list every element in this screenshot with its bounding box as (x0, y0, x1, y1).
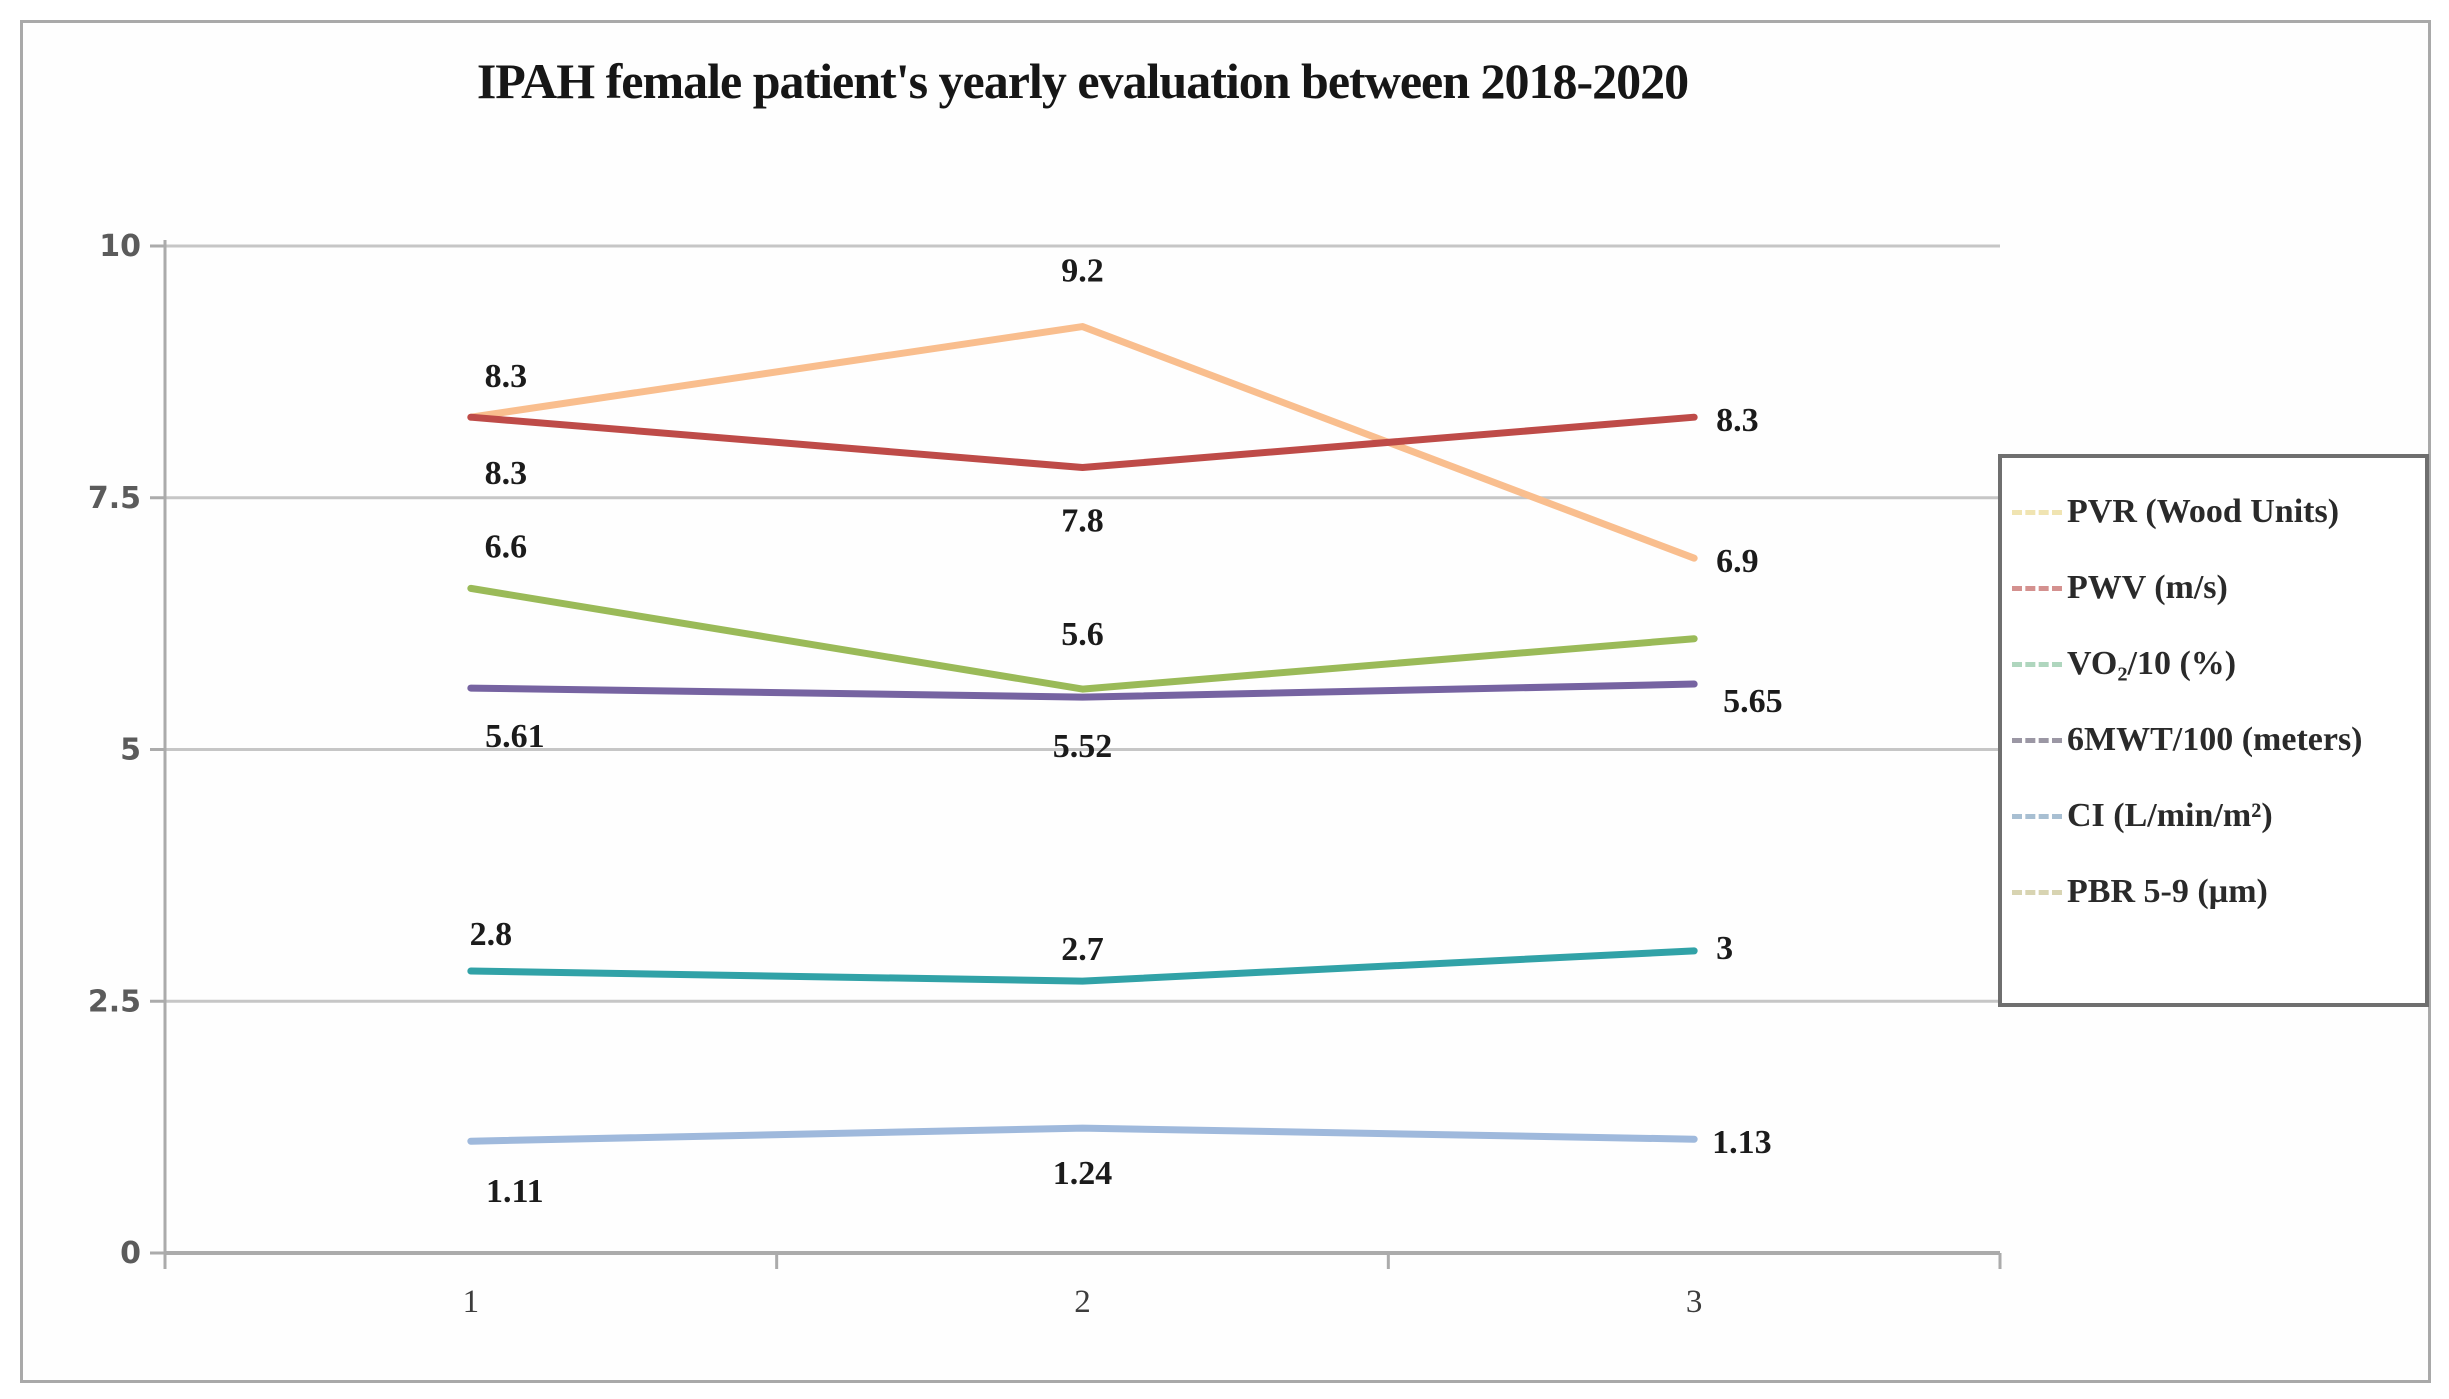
y-axis-tick-label: 5 (120, 733, 141, 768)
data-point-label: 6.9 (1716, 543, 1759, 580)
series-line (467, 584, 1698, 693)
data-point-label: 8.3 (485, 455, 528, 492)
legend-item: CI (L/min/m²) (2002, 778, 2425, 854)
x-axis-category-label: 1 (463, 1284, 480, 1320)
legend-series-dash-icon (2012, 661, 2062, 667)
series-line (467, 413, 1698, 472)
y-axis-tick-label: 10 (99, 229, 141, 264)
x-axis-category-label: 3 (1686, 1284, 1703, 1320)
legend-series-dash-icon (2012, 889, 2062, 895)
legend-label: PWV (m/s) (2067, 569, 2228, 606)
data-point-label: 8.3 (485, 358, 528, 395)
data-point-label: 5.65 (1723, 683, 1783, 720)
data-point-label: 3 (1716, 930, 1733, 967)
data-point-label: 6.6 (485, 528, 528, 565)
legend-item: PBR 5-9 (µm) (2002, 854, 2425, 930)
series-line (467, 1124, 1698, 1145)
x-axis-category-label: 2 (1074, 1284, 1091, 1320)
data-point-label: 5.52 (1053, 728, 1113, 765)
data-point-label: 9.2 (1061, 253, 1104, 290)
data-point-label: 2.7 (1061, 931, 1104, 968)
legend-series-dash-icon (2012, 813, 2062, 819)
data-point-label: 1.13 (1712, 1124, 1772, 1161)
legend-label: CI (L/min/m²) (2067, 797, 2273, 834)
series-line (467, 680, 1698, 701)
y-axis-tick-label: 0 (120, 1236, 141, 1271)
chart-legend: PVR (Wood Units) PWV (m/s) VO₂/10 (%) 6MWT/… (1998, 454, 2429, 1007)
legend-item: PWV (m/s) (2002, 550, 2425, 626)
data-point-label: 2.8 (470, 916, 513, 953)
legend-label: 6MWT/100 (meters) (2067, 721, 2363, 758)
legend-item: PVR (Wood Units) (2002, 474, 2425, 550)
legend-series-dash-icon (2012, 585, 2062, 591)
legend-series-dash-icon (2012, 737, 2062, 743)
data-point-label: 5.61 (485, 718, 545, 755)
data-point-label: 5.6 (1061, 616, 1104, 653)
legend-item: VO₂/10 (%) (2002, 626, 2425, 702)
y-axis-tick-label: 7.5 (88, 481, 141, 516)
series-line (467, 947, 1698, 985)
data-point-label: 8.3 (1716, 402, 1759, 439)
data-point-label: 1.24 (1053, 1155, 1113, 1192)
chart-title: IPAH female patient's yearly evaluation … (476, 53, 1689, 109)
legend-label: VO₂/10 (%) (2067, 645, 2237, 682)
legend-item: 6MWT/100 (meters) (2002, 702, 2425, 778)
legend-label: PBR 5-9 (µm) (2067, 873, 2268, 910)
legend-label: PVR (Wood Units) (2067, 493, 2340, 530)
y-axis-tick-label: 2.5 (88, 984, 141, 1019)
data-point-label: 1.11 (486, 1173, 544, 1210)
series-line (467, 323, 1698, 562)
data-point-label: 7.8 (1061, 503, 1104, 540)
legend-series-dash-icon (2012, 509, 2062, 515)
